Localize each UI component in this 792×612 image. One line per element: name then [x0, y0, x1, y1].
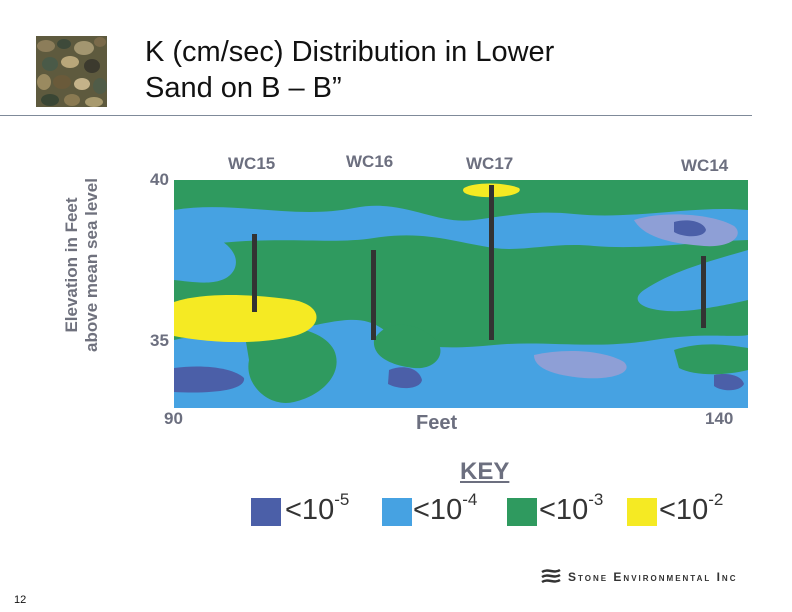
pebbles-photo	[36, 36, 107, 107]
y-axis-label: Elevation in Feet above mean sea level	[62, 145, 102, 385]
lightblue-band-upper	[174, 205, 748, 250]
darkblue-lower-center	[388, 367, 422, 389]
key-label-1e-4-base: <10	[413, 494, 463, 526]
pebbles-image	[36, 36, 107, 107]
darkblue-lower-left	[174, 366, 245, 393]
paleblue-lower-center	[534, 350, 627, 379]
key-swatch-1e-3	[507, 498, 537, 526]
key-title: KEY	[460, 458, 510, 485]
well-label-wc15: WC15	[228, 154, 276, 173]
lightblue-right-middle	[637, 250, 748, 312]
title-divider	[0, 115, 752, 116]
key-label-1e-2-exponent: -2	[708, 490, 724, 510]
stone-logo-icon	[541, 568, 561, 584]
cross-section-graphic	[174, 180, 748, 408]
key-swatch-1e-4	[382, 498, 412, 526]
y-axis-label-line-1: Elevation in Feet	[62, 197, 81, 333]
well-screen-wc16	[371, 250, 376, 340]
lightblue-left-upper	[174, 229, 236, 283]
y-axis-label-line-2: above mean sea level	[82, 178, 101, 352]
y-tick-35: 35	[150, 331, 169, 350]
k-distribution-cross-section	[174, 180, 748, 408]
key-swatch-1e-2	[627, 498, 657, 526]
key-label-1e-5: <10-5	[285, 491, 349, 527]
well-label-wc17: WC17	[466, 154, 514, 173]
page-number: 12	[14, 594, 27, 606]
well-screen-wc17	[489, 185, 494, 340]
key-label-1e-3: <10-3	[539, 491, 603, 527]
company-name: Stone Environmental Inc	[568, 570, 738, 584]
darkblue-lower-right	[714, 374, 744, 391]
key-label-1e-3-base: <10	[539, 494, 589, 526]
yellow-lens-left	[174, 295, 317, 343]
well-screen-wc15	[252, 234, 257, 312]
key-label-1e-4: <10-4	[413, 491, 477, 527]
green-lower-right	[674, 344, 748, 375]
well-screen-wc14	[701, 256, 706, 328]
key-label-1e-3-exponent: -3	[588, 490, 604, 510]
key-label-1e-4-exponent: -4	[462, 490, 478, 510]
slide-title-line-1: K (cm/sec) Distribution in Lower	[145, 36, 555, 68]
x-axis-label: Feet	[416, 412, 458, 434]
x-tick-140: 140	[705, 409, 734, 428]
green-center-lobe	[373, 324, 441, 369]
company-logo: Stone Environmental Inc	[540, 568, 738, 586]
key-swatch-1e-5	[251, 498, 281, 526]
slide-title: K (cm/sec) Distribution in Lower Sand on…	[145, 34, 554, 106]
key-label-1e-5-base: <10	[285, 494, 335, 526]
slide-title-line-2: Sand on B – B”	[145, 72, 342, 104]
darkblue-upper-right	[674, 220, 706, 237]
key-label-1e-5-exponent: -5	[334, 490, 350, 510]
green-lower-left-lobe	[244, 326, 337, 403]
key-label-1e-2-base: <10	[659, 494, 709, 526]
key-label-1e-2: <10-2	[659, 491, 723, 527]
well-label-wc14: WC14	[681, 156, 729, 175]
well-label-wc16: WC16	[346, 152, 394, 171]
x-tick-90: 90	[164, 409, 183, 428]
y-tick-40: 40	[150, 170, 169, 189]
